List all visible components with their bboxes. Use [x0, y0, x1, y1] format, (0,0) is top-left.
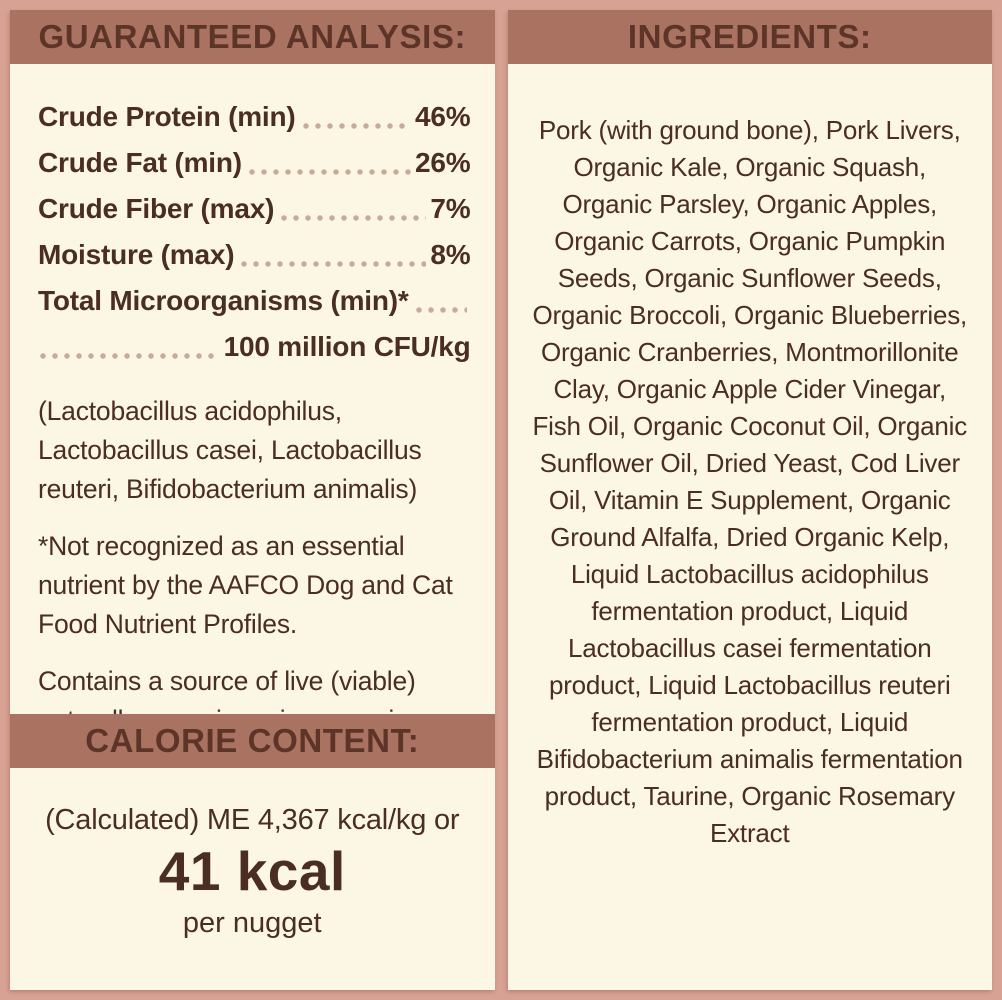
dot-leader — [281, 215, 427, 221]
guaranteed-analysis-body: Crude Protein (min) 46% Crude Fat (min) … — [10, 64, 495, 714]
analysis-row-crude-protein: Crude Protein (min) 46% — [38, 94, 471, 140]
calorie-per-nugget-unit: per nugget — [182, 907, 322, 939]
dot-leader — [302, 123, 412, 129]
ingredients-header-bar: INGREDIENTS: — [507, 10, 992, 64]
analysis-row-microorganisms: Total Microorganisms (min)* — [38, 278, 471, 324]
analysis-value: 8% — [430, 239, 471, 270]
analysis-label: Crude Fiber (max) — [38, 193, 275, 224]
analysis-row-crude-fat: Crude Fat (min) 26% — [38, 140, 471, 186]
calorie-per-nugget-value: 41 kcal — [158, 840, 346, 902]
calorie-content-header-bar: CALORIE CONTENT: — [10, 714, 495, 768]
ingredients-text: Pork (with ground bone), Pork Livers, Or… — [532, 115, 968, 848]
ingredients-body: Pork (with ground bone), Pork Livers, Or… — [508, 64, 993, 990]
probiotics-species-note: (Lactobacillus acidophilus, Lactobacillu… — [38, 396, 422, 504]
dot-leader — [40, 353, 220, 359]
analysis-label: Total Microorganisms (min)* — [38, 285, 409, 316]
guaranteed-analysis-panel: GUARANTEED ANALYSIS: Crude Protein (min)… — [10, 10, 495, 990]
viable-microorganisms-note: Contains a source of live (viable) natur… — [38, 666, 442, 714]
analysis-value: 100 million CFU/kg — [223, 331, 471, 362]
analysis-value: 26% — [415, 147, 471, 178]
calorie-content-body: (Calculated) ME 4,367 kcal/kg or 41 kcal… — [10, 768, 495, 990]
analysis-value: 7% — [430, 193, 471, 224]
analysis-row-crude-fiber: Crude Fiber (max) 7% — [38, 186, 471, 232]
calorie-kcal-per-kg: (Calculated) ME 4,367 kcal/kg or — [45, 804, 460, 836]
calorie-content-title: CALORIE CONTENT: — [85, 722, 420, 759]
analysis-row-moisture: Moisture (max) 8% — [38, 232, 471, 278]
dot-leader — [248, 169, 412, 175]
dot-leader — [415, 307, 467, 313]
dot-leader — [241, 261, 427, 267]
guaranteed-analysis-title: GUARANTEED ANALYSIS: — [38, 18, 467, 55]
analysis-label: Crude Protein (min) — [38, 101, 296, 132]
ingredients-title: INGREDIENTS: — [627, 18, 872, 55]
analysis-label: Crude Fat (min) — [38, 147, 242, 178]
aafco-footnote: *Not recognized as an essential nutrient… — [38, 531, 453, 639]
analysis-row-microorganisms-value: 100 million CFU/kg — [38, 324, 471, 370]
ingredients-panel: INGREDIENTS: Pork (with ground bone), Po… — [507, 10, 993, 990]
analysis-value: 46% — [415, 101, 471, 132]
guaranteed-analysis-header-bar: GUARANTEED ANALYSIS: — [10, 10, 495, 64]
analysis-label: Moisture (max) — [38, 239, 235, 270]
